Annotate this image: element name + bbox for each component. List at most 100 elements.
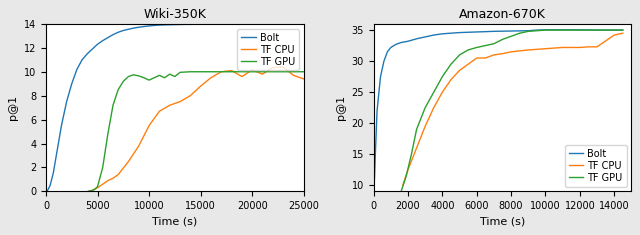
Bolt (49, 172, 57, 175)
TF GPU (438, 75, 446, 78)
Y-axis label: p@1: p@1 (8, 95, 19, 120)
TF GPU (84, 190, 92, 192)
Bolt (197, 23, 205, 26)
TF GPU (104, 133, 112, 135)
TF GPU (619, 29, 627, 31)
Bolt (456, 31, 463, 34)
TF CPU (576, 46, 584, 49)
TF CPU (228, 69, 236, 72)
TF CPU (559, 46, 566, 49)
Bolt (99, 39, 106, 42)
Bolt (490, 30, 498, 33)
Line: TF CPU: TF CPU (403, 33, 623, 185)
TF CPU (104, 179, 112, 182)
TF GPU (130, 73, 138, 76)
TF GPU (456, 54, 463, 56)
TF GPU (413, 128, 420, 131)
TF GPU (408, 153, 415, 156)
TF GPU (171, 75, 179, 78)
TF CPU (464, 63, 472, 66)
TF GPU (508, 35, 515, 38)
TF GPU (403, 174, 410, 177)
TF CPU (248, 69, 256, 71)
TF CPU (125, 160, 132, 163)
TF GPU (559, 29, 566, 31)
TF GPU (541, 29, 549, 31)
Bolt (430, 34, 438, 36)
Line: TF CPU: TF CPU (90, 67, 304, 191)
TF GPU (145, 79, 153, 82)
Bolt (383, 50, 391, 53)
TF GPU (447, 63, 455, 66)
Bolt (181, 23, 189, 26)
Bolt (371, 153, 379, 156)
Bolt (421, 35, 429, 38)
Bolt (524, 29, 532, 32)
TF GPU (186, 70, 194, 73)
TF CPU (456, 69, 463, 72)
Bolt (576, 28, 584, 31)
Bolt (73, 68, 81, 71)
TF CPU (207, 76, 215, 79)
Bolt (392, 43, 400, 46)
Bolt (218, 23, 225, 26)
Legend: Bolt, TF CPU, TF GPU: Bolt, TF CPU, TF GPU (565, 145, 627, 187)
Bolt (156, 24, 163, 27)
TF CPU (145, 124, 153, 127)
TF CPU (259, 73, 266, 75)
Bolt (78, 58, 86, 61)
Bolt (593, 29, 601, 31)
Bolt (508, 30, 515, 32)
Bolt (104, 36, 112, 39)
Bolt (150, 24, 158, 27)
Line: TF GPU: TF GPU (88, 72, 304, 191)
Bolt (83, 52, 91, 55)
TF GPU (197, 70, 205, 73)
Bolt (397, 41, 405, 44)
TF GPU (91, 188, 99, 191)
TF GPU (161, 76, 168, 79)
TF CPU (524, 49, 532, 51)
Bolt (120, 29, 127, 32)
Bolt (93, 43, 101, 46)
TF GPU (524, 30, 532, 33)
X-axis label: Time (s): Time (s) (152, 217, 198, 227)
TF GPU (176, 71, 184, 74)
Bolt (68, 82, 76, 85)
TF CPU (593, 45, 601, 48)
TF CPU (619, 32, 627, 35)
Bolt (145, 24, 153, 27)
TF CPU (238, 75, 246, 78)
Bolt (58, 124, 65, 127)
Bolt (63, 100, 70, 103)
TF GPU (125, 75, 132, 78)
TF GPU (135, 74, 143, 77)
Bolt (377, 75, 385, 78)
TF CPU (166, 104, 173, 107)
TF GPU (300, 70, 308, 73)
TF GPU (115, 88, 122, 91)
Bolt (109, 33, 117, 36)
TF CPU (499, 52, 506, 55)
Bolt (176, 23, 184, 26)
Bolt (140, 25, 148, 28)
TF CPU (430, 106, 438, 109)
TF GPU (248, 70, 256, 73)
TF GPU (150, 76, 158, 79)
Line: Bolt: Bolt (47, 24, 304, 191)
Bolt (186, 23, 194, 26)
TF CPU (490, 54, 498, 56)
TF CPU (421, 125, 429, 128)
TF CPU (86, 190, 93, 192)
Bolt (43, 189, 51, 192)
TF GPU (166, 73, 173, 75)
Bolt (248, 23, 256, 26)
TF CPU (473, 57, 481, 59)
TF GPU (88, 189, 95, 192)
Bolt (88, 48, 96, 51)
Y-axis label: p@1: p@1 (336, 95, 346, 120)
TF CPU (279, 66, 287, 68)
TF CPU (289, 74, 297, 77)
TF CPU (508, 50, 515, 53)
TF GPU (516, 32, 524, 35)
